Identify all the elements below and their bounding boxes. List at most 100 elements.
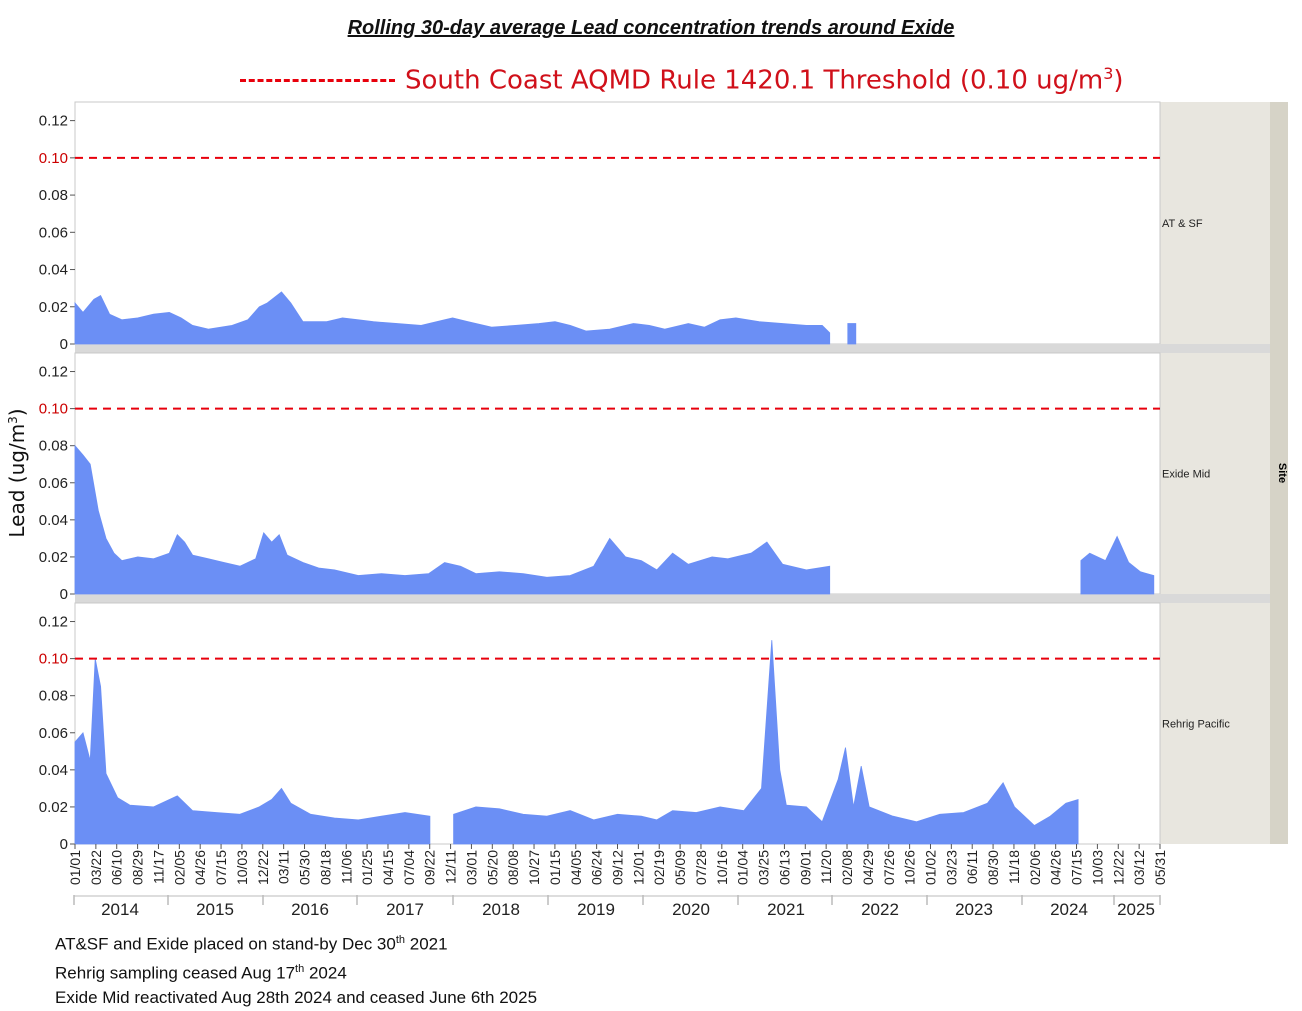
area-rehrig-pacific-seg-1 <box>74 658 431 845</box>
year-label: 2022 <box>861 900 899 919</box>
x-tick-label: 07/26 <box>881 850 897 885</box>
x-tick-label: 05/20 <box>484 850 500 885</box>
y-tick-label: 0.10 <box>39 651 68 668</box>
x-tick-label: 01/01 <box>67 850 83 885</box>
chart-title: Rolling 30-day average Lead concentratio… <box>347 17 955 39</box>
threshold-legend-swatch <box>240 78 395 82</box>
area-exide-mid-seg-2 <box>1080 535 1155 595</box>
y-tick-label: 0.02 <box>39 299 68 316</box>
y-tick-label: 0.02 <box>39 799 68 816</box>
x-tick-label: 09/12 <box>610 850 626 885</box>
y-tick-label: 0.04 <box>39 762 68 779</box>
threshold-legend: South Coast AQMD Rule 1420.1 Threshold (… <box>240 60 1124 100</box>
y-tick-label: 0.12 <box>39 614 68 631</box>
x-tick-label: 12/11 <box>443 850 459 884</box>
y-axis-title: Lead (ug/m3) <box>5 408 29 537</box>
x-tick-label: 08/08 <box>505 850 521 885</box>
note-2-text: Exide Mid reactivated Aug 28th 2024 and … <box>55 988 538 1008</box>
year-label: 2021 <box>767 900 805 919</box>
x-tick-label: 10/03 <box>1089 850 1105 885</box>
y-tick-label: 0.08 <box>39 688 68 705</box>
note-1-text: Rehrig sampling ceased Aug 17 <box>55 963 296 983</box>
x-tick-label: 06/10 <box>109 850 125 885</box>
x-tick-label: 08/29 <box>130 850 146 885</box>
x-tick-label: 04/26 <box>192 850 208 885</box>
x-tick-label: 09/22 <box>422 850 438 885</box>
x-tick-label: 10/03 <box>234 850 250 885</box>
x-tick-label: 02/06 <box>1027 850 1043 885</box>
x-tick-label: 02/08 <box>839 850 855 885</box>
note-standby: AT&SF and Exide placed on stand-by Dec 3… <box>55 928 537 957</box>
x-tick-label: 03/12 <box>1131 850 1147 885</box>
x-tick-label: 07/04 <box>401 850 417 885</box>
panel-frame-3 <box>74 602 1161 845</box>
note-0-text: AT&SF and Exide placed on stand-by Dec 3… <box>55 934 396 954</box>
x-tick-label: 12/22 <box>255 850 271 885</box>
x-tick-label: 09/01 <box>797 850 813 885</box>
x-tick-label: 07/28 <box>693 850 709 885</box>
x-tick-label: 04/15 <box>380 850 396 885</box>
y-tick-label: 0.02 <box>39 549 68 566</box>
panel-frame-1 <box>74 101 1161 345</box>
x-tick-label: 11/06 <box>338 850 354 884</box>
x-tick-label: 05/09 <box>672 850 688 885</box>
area-at-sf-seg-1 <box>74 291 831 345</box>
x-tick-label: 12/22 <box>1110 850 1126 885</box>
y-tick-label: 0.06 <box>39 475 68 492</box>
y-tick-label: 0.10 <box>39 401 68 418</box>
lead-chart: Site 0 0.02 0.04 0.06 0.08 0.10 0.12 AT & SF 0 0.0… <box>5 101 1288 919</box>
threshold-legend-suffix: ) <box>1113 65 1124 96</box>
year-label: 2020 <box>672 900 710 919</box>
note-exide-mid: Exide Mid reactivated Aug 28th 2024 and … <box>55 986 537 1011</box>
facet-label: Exide Mid <box>1162 469 1210 481</box>
x-tick-label: 07/15 <box>1069 850 1085 885</box>
x-tick-label: 06/13 <box>776 850 792 885</box>
y-tick-label: 0 <box>60 586 68 603</box>
y-tick-label: 0 <box>60 336 68 353</box>
x-tick-label: 08/18 <box>317 850 333 885</box>
year-label: 2023 <box>955 900 993 919</box>
x-tick-label: 03/22 <box>88 850 104 885</box>
y-tick-label: 0.10 <box>39 150 68 167</box>
x-tick-label: 01/04 <box>735 850 751 885</box>
year-label: 2018 <box>482 900 520 919</box>
x-tick-label: 01/02 <box>922 850 938 885</box>
x-tick-label: 06/11 <box>964 850 980 884</box>
year-label: 2025 <box>1117 900 1155 919</box>
x-tick-label: 03/23 <box>943 850 959 885</box>
x-tick-label: 08/30 <box>985 850 1001 885</box>
x-tick-label: 11/20 <box>818 850 834 884</box>
facet-label: Rehrig Pacific <box>1162 719 1230 731</box>
x-tick-label: 03/11 <box>276 850 292 884</box>
x-tick-label: 05/30 <box>297 850 313 885</box>
x-tick-label: 10/26 <box>902 850 918 885</box>
note-1-sup: th <box>295 963 305 976</box>
y-tick-label: 0.08 <box>39 438 68 455</box>
area-exide-mid-seg-1 <box>74 444 831 595</box>
x-tick-label: 01/15 <box>547 850 563 885</box>
year-label: 2015 <box>196 900 234 919</box>
facet-strip-column <box>1160 102 1270 844</box>
year-label: 2016 <box>291 900 329 919</box>
y-tick-label: 0.04 <box>39 262 68 279</box>
area-at-sf-seg-2 <box>847 323 857 345</box>
panel-divider-2 <box>75 594 1270 603</box>
year-label: 2024 <box>1050 900 1088 919</box>
x-tick-label: 04/26 <box>1048 850 1064 885</box>
y-tick-label: 0.06 <box>39 725 68 742</box>
x-tick-label: 05/31 <box>1152 850 1168 885</box>
note-0-post: 2021 <box>405 934 448 954</box>
x-tick-label: 03/01 <box>463 850 479 885</box>
x-tick-label: 03/25 <box>756 850 772 885</box>
y-tick-label: 0.08 <box>39 187 68 204</box>
x-tick-label: 02/05 <box>171 850 187 885</box>
x-tick-label: 04/05 <box>568 850 584 885</box>
site-strip-label: Site <box>1276 463 1288 483</box>
panel-divider-1 <box>75 344 1270 353</box>
year-label: 2014 <box>101 900 139 919</box>
threshold-legend-sup: 3 <box>1103 64 1114 84</box>
threshold-legend-text: South Coast AQMD Rule 1420.1 Threshold (… <box>405 65 1104 96</box>
y-tick-label: 0.06 <box>39 224 68 241</box>
x-tick-label: 11/18 <box>1006 850 1022 884</box>
x-tick-label: 11/17 <box>150 850 166 884</box>
